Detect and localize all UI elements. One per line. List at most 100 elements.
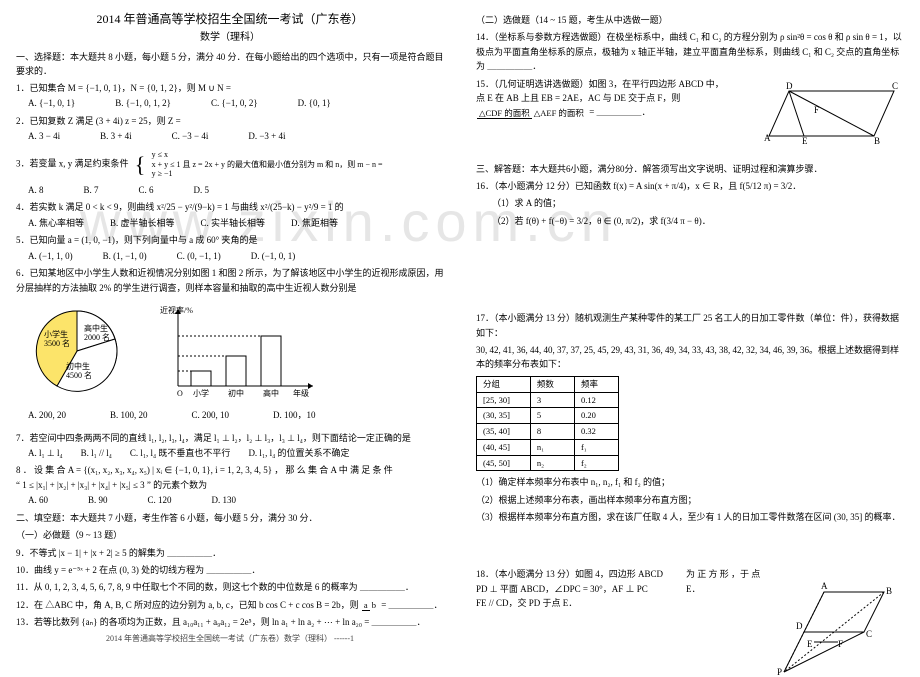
pie-chart: 小学生 3500 名 高中生 2000 名 初中生 4500 名 bbox=[22, 301, 132, 401]
pie-a2: 3500 名 bbox=[44, 338, 70, 348]
q17-p2: （2）根据上述频率分布表，画出样本频率分布直方图； bbox=[476, 493, 904, 507]
table-row: (30, 35]50.20 bbox=[477, 408, 619, 424]
q12-d: b bbox=[370, 600, 378, 610]
bar-x2: 高中 bbox=[263, 388, 279, 398]
q3-c2: x + y ≤ 1 且 z = 2x + y 的最大值和最小值分别为 m 和 n… bbox=[152, 160, 383, 169]
q6-b: B. 100, 20 bbox=[110, 409, 148, 423]
bar-x0: 小学 bbox=[193, 388, 209, 398]
q8-stem1: 8 ． 设 集 合 A = {(x₁, x₂, x₃, x₄, x₅) | xᵢ… bbox=[16, 463, 444, 477]
svg-text:E: E bbox=[802, 136, 808, 146]
q3: 3．若变量 x, y 满足约束条件 { y ≤ x x + y ≤ 1 且 z … bbox=[16, 147, 444, 182]
svg-text:F: F bbox=[814, 105, 819, 115]
q2-b: B. 3 + 4i bbox=[100, 130, 132, 144]
q9: 9．不等式 |x − 1| + |x + 2| ≥ 5 的解集为 ＿＿＿＿＿． bbox=[16, 546, 444, 560]
q4-d: D. 焦距相等 bbox=[291, 217, 338, 231]
pyramid-figure: A B C D P E F bbox=[774, 567, 904, 677]
pie-c2: 4500 名 bbox=[66, 370, 92, 380]
svg-text:F: F bbox=[838, 639, 843, 649]
q15-d: △AEF 的面积 bbox=[532, 108, 586, 118]
svg-text:B: B bbox=[886, 586, 892, 596]
q15-tail: = ＿＿＿＿＿． bbox=[589, 107, 650, 117]
q10: 10．曲线 y = e⁻⁵ˣ + 2 在点 (0, 3) 处的切线方程为 ＿＿＿… bbox=[16, 563, 444, 577]
q2-d: D. −3 + 4i bbox=[248, 130, 285, 144]
exam-title: 2014 年普通高等学校招生全国统一考试（广东卷） bbox=[16, 10, 444, 28]
q16-p2: （2）若 f(θ) + f(−θ) = 3/2，θ ∈ (0, π/2)，求 f… bbox=[492, 214, 904, 228]
q8-b: B. 90 bbox=[88, 494, 108, 508]
q18: A B C D P E F 为 正 方 形 ，于 点 E． 18．（本小题满分 … bbox=[476, 567, 904, 610]
q13: 13．若等比数列 {aₙ} 的各项均为正数，且 a₁₀a₁₁ + a₉a₁₂ =… bbox=[16, 615, 444, 629]
q8-options: A. 60 B. 90 C. 120 D. 130 bbox=[28, 494, 444, 508]
section-iia: （一）必做题（9 ~ 13 题） bbox=[16, 528, 444, 542]
svg-text:D: D bbox=[796, 621, 803, 631]
q3-d: D. 5 bbox=[194, 184, 210, 198]
section-i: 一、选择题：本大题共 8 小题，每小题 5 分，满分 40 分．在每小题给出的四… bbox=[16, 51, 444, 78]
q16-p1: （1）求 A 的值； bbox=[492, 196, 904, 210]
svg-text:A: A bbox=[764, 133, 771, 143]
q17-p1: （1）确定样本频率分布表中 n₁, n₂, f₁ 和 f₂ 的值； bbox=[476, 475, 904, 489]
q8-a: A. 60 bbox=[28, 494, 48, 508]
q7-stem: 7．若空间中四条两两不同的直线 l₁, l₂, l₃, l₄，满足 l₁ ⊥ l… bbox=[16, 431, 444, 445]
bar-ylabel: 近视率/% bbox=[160, 305, 193, 315]
q4-eq: x²/25 − y²/(9−k) = 1 与曲线 x²/(25−k) − y²/… bbox=[157, 202, 344, 212]
q8-stem2: “ 1 ≤ |x₁| + |x₂| + |x₃| + |x₄| + |x₅| ≤… bbox=[16, 478, 444, 492]
q3-c3: y ≥ −1 bbox=[152, 169, 173, 178]
q15: D C A B E F 15．（几何证明选讲选做题）如图 3，在平行四边形 AB… bbox=[476, 77, 904, 155]
q4: 4．若实数 k 满足 0 < k < 9，则曲线 x²/25 − y²/(9−k… bbox=[16, 200, 444, 214]
q4-c: C. 实半轴长相等 bbox=[201, 217, 266, 231]
q7-b: B. l₁ // l₄ bbox=[81, 447, 112, 461]
q2-c: C. −3 − 4i bbox=[172, 130, 209, 144]
th2: 频数 bbox=[530, 376, 574, 392]
q5-d: D. (−1, 0, 1) bbox=[251, 250, 296, 264]
q4-stem: 4．若实数 k 满足 0 < k < 9，则曲线 bbox=[16, 202, 154, 212]
q3-line1: 3．若变量 x, y 满足约束条件 bbox=[16, 158, 129, 168]
left-column: 2014 年普通高等学校招生全国统一考试（广东卷） 数学（理科） 一、选择题：本… bbox=[0, 0, 460, 651]
table-row: [25, 30]30.12 bbox=[477, 392, 619, 408]
q4-options: A. 焦心率相等 B. 虚半轴长相等 C. 实半轴长相等 D. 焦距相等 bbox=[28, 217, 444, 231]
q5-c: C. (0, −1, 1) bbox=[177, 250, 221, 264]
svg-text:P: P bbox=[777, 667, 782, 677]
q14: 14．（坐标系与参数方程选做题）在极坐标系中，曲线 C₁ 和 C₂ 的方程分别为… bbox=[476, 30, 904, 73]
frequency-table: 分组 频数 频率 [25, 30]30.12 (30, 35]50.20 (35… bbox=[476, 376, 619, 472]
q3-a: A. 8 bbox=[28, 184, 44, 198]
q8-c: C. 120 bbox=[148, 494, 172, 508]
q2-options: A. 3 − 4i B. 3 + 4i C. −3 − 4i D. −3 + 4… bbox=[28, 130, 444, 144]
svg-text:B: B bbox=[874, 136, 880, 146]
q4-a: A. 焦心率相等 bbox=[28, 217, 84, 231]
q11: 11．从 0, 1, 2, 3, 4, 5, 6, 7, 8, 9 中任取七个不… bbox=[16, 580, 444, 594]
table-row: (45, 50]n₂f₂ bbox=[477, 455, 619, 471]
q3-options: A. 8 B. 7 C. 6 D. 5 bbox=[28, 184, 444, 198]
q5-a: A. (−1, 1, 0) bbox=[28, 250, 73, 264]
q3-c1: y ≤ x bbox=[152, 150, 168, 159]
q18-right: 为 正 方 形 ，于 点 E． bbox=[686, 567, 766, 596]
table-row: (35, 40]80.32 bbox=[477, 424, 619, 440]
svg-text:A: A bbox=[821, 581, 828, 591]
svg-text:O: O bbox=[177, 389, 183, 398]
q4-b: B. 虚半轴长相等 bbox=[110, 217, 175, 231]
q1-stem: 1．已知集合 M = {−1, 0, 1}，N = {0, 1, 2}，则 M … bbox=[16, 81, 444, 95]
q5-b: B. (1, −1, 0) bbox=[103, 250, 147, 264]
q12-n: a bbox=[362, 600, 370, 611]
right-column: （二）选做题（14 ~ 15 题，考生从中选做一题） 14．（坐标系与参数方程选… bbox=[460, 0, 920, 651]
q2-a: A. 3 − 4i bbox=[28, 130, 60, 144]
q6-d: D. 100，10 bbox=[273, 409, 316, 423]
q6-c: C. 200, 10 bbox=[192, 409, 230, 423]
q17-p3: （3）根据样本频率分布直方图，求在该厂任取 4 人，至少有 1 人的日加工零件数… bbox=[476, 510, 904, 524]
q3-c-opt: C. 6 bbox=[139, 184, 154, 198]
table-row: (40, 45]n₁f₁ bbox=[477, 439, 619, 455]
q7-options: A. l₁ ⊥ l₄ B. l₁ // l₄ C. l₁, l₄ 既不垂直也不平… bbox=[28, 447, 444, 461]
q17-data: 30, 42, 41, 36, 44, 40, 37, 37, 25, 45, … bbox=[476, 343, 904, 372]
svg-text:C: C bbox=[866, 629, 872, 639]
bar-chart: 近视率/% O 小学 初中 高中 年级 bbox=[158, 301, 318, 401]
q7-c: C. l₁, l₄ 既不垂直也不平行 bbox=[130, 447, 231, 461]
pie-c: 初中生 bbox=[66, 361, 90, 371]
q12: 12．在 △ABC 中，角 A, B, C 所对应的边分别为 a, b, c，已… bbox=[16, 598, 444, 612]
page-footer: 2014 年普通高等学校招生全国统一考试（广东卷）数学（理科） ------1 bbox=[0, 633, 460, 645]
q6-options: A. 200, 20 B. 100, 20 C. 200, 10 D. 100，… bbox=[28, 409, 444, 423]
q1-options: A. {−1, 0, 1} B. {−1, 0, 1, 2} C. {−1, 0… bbox=[28, 97, 444, 111]
q6-stem: 6．已知某地区中小学生人数和近视情况分别如图 1 和图 2 所示，为了解该地区中… bbox=[16, 266, 444, 295]
q1-c: C. {−1, 0, 2} bbox=[211, 97, 258, 111]
q12-tail: = ＿＿＿＿＿． bbox=[381, 600, 442, 610]
bar-x3: 年级 bbox=[293, 388, 309, 398]
q2-stem: 2．已知复数 Z 满足 (3 + 4i) z = 25，则 Z = bbox=[16, 114, 444, 128]
svg-text:C: C bbox=[892, 81, 898, 91]
